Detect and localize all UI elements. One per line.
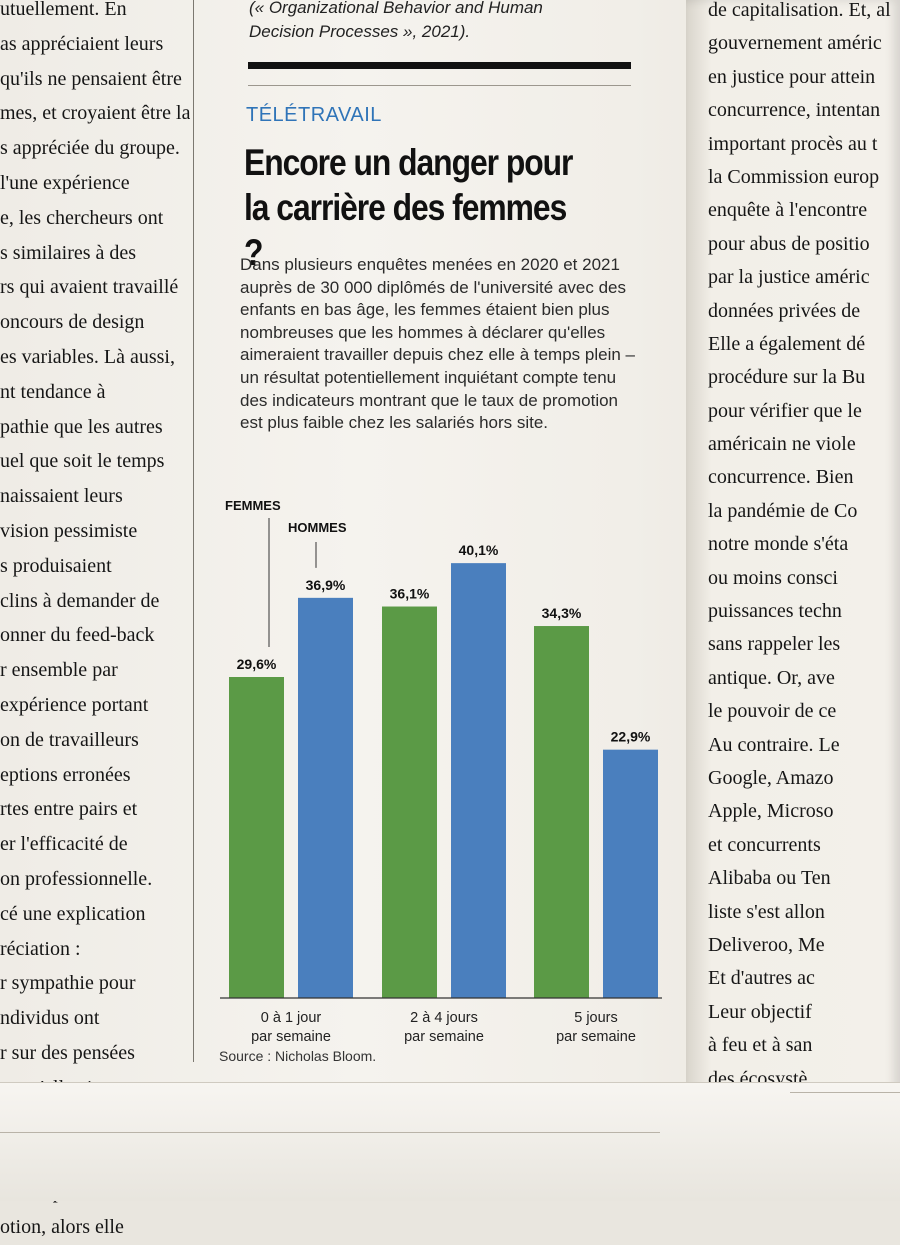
bar-hommes-1 [298,597,353,998]
category-label: par semaine [404,1029,484,1045]
right-column-line: important procès au t [708,132,878,155]
left-column-line: mes, et croyaient être la [0,102,190,125]
right-column-line: la Commission europ [708,165,880,188]
right-column-line: gouvernement améric [708,32,882,55]
category-label: 2 à 4 jours [410,1010,478,1026]
right-column-line: enquête à l'encontre [708,199,868,222]
category-label: par semaine [251,1029,331,1045]
left-column-line: cé une explication [0,902,146,925]
right-column-line: antique. Or, ave [708,666,835,689]
left-column-line: nt tendance à [0,380,106,403]
left-column-line: utuellement. En [0,0,127,20]
right-column-line: Google, Amazo [708,766,834,789]
section-thin-rule [248,85,631,86]
right-column-line: Et d'autres ac [708,967,815,990]
left-column-line: rs qui avaient travaillé [0,276,179,299]
left-column-line: rtes entre pairs et [0,798,138,821]
bar-chart: 29,6% 36,1% 34,3% 36,9% 40,1% 22,9% 0 à 1 jour… [220,498,662,1045]
chart-source: Source : Nicholas Bloom. [219,1048,377,1064]
right-column-line: Deliveroo, Me [708,933,825,956]
right-column-line: pour abus de positio [708,232,870,255]
right-column-line: par la justice améric [708,266,870,289]
article-headline: Encore un danger pour la carrière des fe… [244,142,573,273]
left-column-line: onner du feed-back [0,624,155,647]
left-column-line: es variables. Là aussi, [0,345,175,368]
right-column-line: Elle a également dé [708,332,866,355]
bar-hommes-2 [451,563,506,998]
left-text-column: utuellement. En as appréciaient leurs qu'i… [0,0,190,1245]
right-column-line: données privées de [708,299,861,322]
right-column-line: Alibaba ou Ten [708,867,831,890]
right-column-line: Au contraire. Le [708,733,840,756]
right-column-line: concurrence, intentan [708,99,881,122]
left-column-line: r sur des pensées [0,1041,135,1064]
right-column-line: de capitalisation. Et, al [708,0,891,21]
right-column-line: à feu et à san [708,1034,813,1057]
right-column-line: Leur objectif [708,1000,812,1023]
right-column-line: américain ne viole [708,433,856,456]
right-column-line: sans rappeler les [708,633,841,656]
bottom-rule [0,1132,660,1133]
data-label: 22,9% [611,729,651,745]
bar-hommes-3 [603,749,658,998]
left-column-line: clins à demander de [0,589,160,612]
right-column-line: ou moins consci [708,566,838,589]
category-label: par semaine [556,1029,636,1045]
bottom-rule-right [790,1092,900,1093]
left-column-line: eptions erronées [0,763,131,786]
category-label: 5 jours [574,1010,618,1026]
left-column-line: s produisaient [0,554,112,577]
left-column-line: expérience portant [0,693,149,716]
right-column-line: le pouvoir de ce [708,700,837,723]
left-column-line: l'une expérience [0,171,130,194]
facing-page [686,0,900,1120]
data-label: 36,9% [306,577,346,593]
right-column-line: concurrence. Bien [708,466,854,489]
section-kicker: TÉLÉTRAVAIL [246,104,382,126]
right-column-line: et concurrents [708,833,821,856]
left-column-line: réciation : [0,937,81,960]
section-rule [248,62,631,69]
right-column-line: en justice pour attein [708,65,876,88]
bar-femmes-2 [382,606,437,998]
left-column-line: r ensemble par [0,659,118,682]
data-label: 40,1% [459,542,499,558]
right-column-line: liste s'est allon [708,900,825,923]
right-column-line: pour vérifier que le [708,399,862,422]
left-column-line: uel que soit le temps [0,450,165,473]
bar-femmes-1 [229,677,284,998]
previous-article-caption: (« Organizational Behavior and Human Dec… [249,0,543,41]
right-column-line: notre monde s'éta [708,533,849,556]
right-text-column: de capitalisation. Et, al gouvernement am… [708,0,900,1196]
left-column-line: on de travailleurs [0,728,139,751]
bar-femmes-3 [534,626,589,998]
left-column-line: s appréciée du groupe. [0,137,180,160]
left-column-line: qu'ils ne pensaient être [0,67,182,90]
data-label: 34,3% [542,605,582,621]
left-column-line: r sympathie pour [0,972,136,995]
right-column-line: puissances techn [708,600,842,623]
right-column-line: la pandémie de Co [708,499,858,522]
left-column-line: otion, alors elle [0,1215,124,1238]
page-bottom-edge [0,1082,900,1201]
left-column-line: pathie que les autres [0,415,163,438]
legend-label-hommes: HOMMES [288,520,347,535]
article-lede: Dans plusieurs enquêtes menées en 2020 e… [240,255,635,433]
data-label: 36,1% [390,586,430,602]
left-column-line: as appréciaient leurs [0,32,164,55]
category-label: 0 à 1 jour [261,1010,322,1026]
right-column-line: procédure sur la Bu [708,366,866,389]
legend-label-femmes: FEMMES [225,498,281,513]
left-column-line: naissaient leurs [0,485,123,508]
left-column-line: vision pessimiste [0,519,138,542]
left-column-line: on professionnelle. [0,867,153,890]
left-column-line: ndividus ont [0,1007,100,1030]
column-divider [193,0,194,1062]
left-column-line: oncours de design [0,311,145,334]
left-column-line: er l'efficacité de [0,833,128,856]
data-label: 29,6% [237,656,277,672]
right-column-line: Apple, Microso [708,800,834,823]
left-column-line: s similaires à des [0,241,137,264]
left-column-line: e, les chercheurs ont [0,206,164,229]
